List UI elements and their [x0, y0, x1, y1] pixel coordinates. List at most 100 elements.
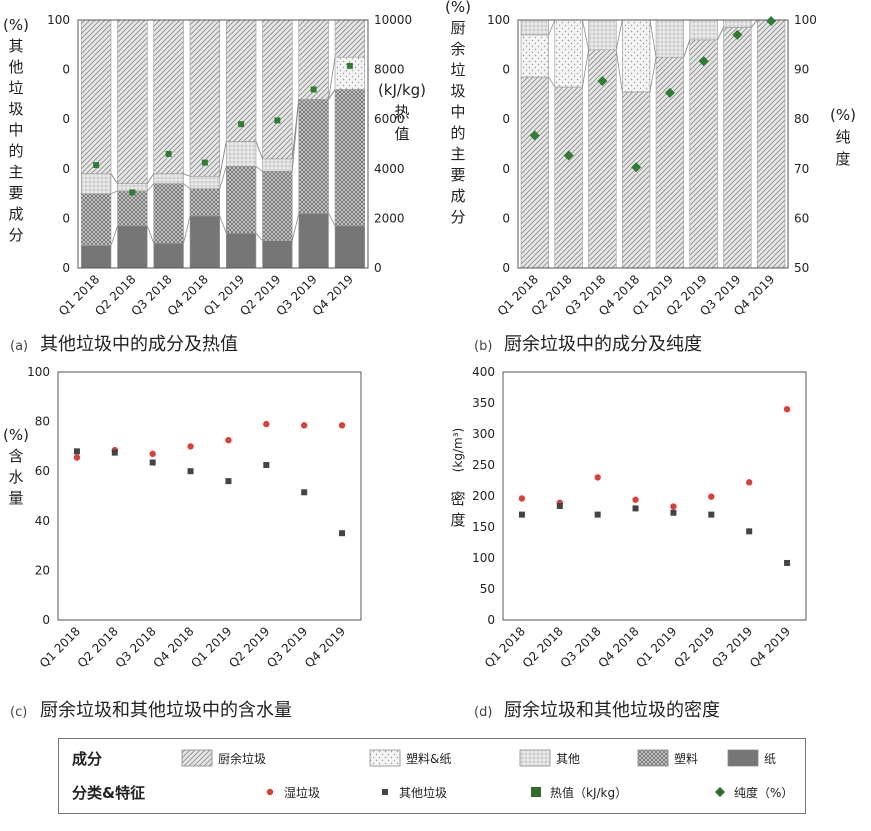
- scatter-point-d: [518, 511, 525, 518]
- bar-b-kitchen: [520, 76, 550, 269]
- y-tick-label-b: 0: [502, 211, 510, 225]
- legend-swatch-paper: [727, 749, 759, 767]
- axis-title-char-b: 圾: [450, 82, 465, 100]
- y-tick-label-a: 0: [62, 112, 70, 126]
- x-tick-label-d: Q4 2019: [747, 624, 793, 670]
- bar-b-kitchen: [588, 49, 617, 269]
- connector-line-b: [649, 57, 657, 92]
- connector-line-a: [219, 141, 227, 177]
- x-tick-label-c: Q1 2019: [188, 624, 234, 670]
- axis-title-char-b: 要: [450, 166, 465, 184]
- axis-title-char-a: 分: [8, 226, 23, 244]
- legend-swatch-plasticpaper: [369, 749, 401, 767]
- legend-marker-square: [382, 789, 388, 795]
- y2-tick-label-b: 80: [794, 112, 809, 126]
- connector-line-a: [110, 225, 118, 246]
- scatter-point-d: [708, 493, 715, 500]
- scatter-point-c: [73, 448, 80, 455]
- y2-tick-label-b: 90: [794, 63, 809, 77]
- bar-b-kitchen: [723, 27, 752, 269]
- scatter-point-d: [556, 502, 563, 509]
- legend-swatch-kitchen: [181, 749, 213, 767]
- scatter-point-c: [149, 450, 156, 458]
- axis-title-char-d: 度: [450, 511, 465, 529]
- overlay-marker-b: [698, 56, 709, 67]
- x-tick-label-d: Q1 2019: [633, 624, 679, 670]
- bar-a-kitchen: [334, 19, 366, 58]
- axis-title-char-a: 的: [8, 142, 23, 160]
- axis-title-char-b: 成: [450, 187, 465, 205]
- axis-title-char-d: 密: [450, 490, 465, 508]
- overlay-marker-b: [766, 15, 777, 26]
- axis-title-char-b: 分: [450, 208, 465, 226]
- axis-title-char-c: 水: [8, 468, 23, 486]
- bar-a-kitchen: [298, 19, 329, 100]
- bar-a-plastic: [80, 193, 112, 246]
- scatter-point-d: [670, 503, 677, 510]
- overlay-marker-b: [597, 76, 608, 87]
- bar-a-plasticpaper: [334, 56, 366, 90]
- bar-a-other: [153, 173, 184, 184]
- bar-a-plastic: [298, 99, 329, 214]
- connector-line-a: [183, 173, 191, 177]
- legend-marker-circle: [266, 788, 274, 796]
- connector-line-b: [548, 19, 556, 36]
- y-tick-label-c: 100: [27, 365, 50, 379]
- x-tick-label-d: Q4 2018: [595, 624, 641, 670]
- connector-line-a: [291, 213, 300, 241]
- axis-unit-d: (kg/m³): [451, 428, 465, 472]
- overlay-marker-a: [201, 159, 208, 166]
- bar-a-paper: [298, 213, 329, 269]
- bar-b-other: [723, 19, 752, 28]
- scatter-point-c: [339, 530, 346, 537]
- x-tick-label-d: Q2 2018: [520, 624, 566, 670]
- axis-title-char-c: (%): [3, 426, 29, 444]
- legend-swatch-other: [519, 749, 551, 767]
- legend-swatch-plastic: [637, 749, 669, 767]
- connector-line-b: [615, 19, 623, 50]
- bar-a-paper: [334, 225, 366, 269]
- y-tick-label-c: 0: [42, 613, 50, 627]
- y2-tick-label-a: 6000: [374, 112, 405, 126]
- scatter-point-c: [187, 468, 194, 475]
- scatter-point-d: [745, 479, 753, 486]
- bar-b-kitchen: [689, 39, 718, 269]
- caption-d: 厨余垃圾和其他垃圾的密度: [504, 700, 720, 721]
- bar-b-kitchen: [621, 91, 651, 269]
- y-tick-label-d: 0: [487, 613, 495, 627]
- x-tick-label-c: Q3 2018: [113, 624, 159, 670]
- scatter-point-c: [301, 489, 308, 496]
- connector-line-a: [255, 141, 263, 160]
- overlay-marker-a: [310, 86, 317, 93]
- x-tick-label-c: Q4 2018: [150, 624, 196, 670]
- bar-a-plastic: [117, 190, 148, 227]
- overlay-marker-b: [563, 150, 574, 161]
- bar-a-plastic: [225, 166, 257, 234]
- bar-a-kitchen: [117, 19, 148, 184]
- y-tick-label-a: 0: [62, 162, 70, 176]
- axis-title-char-b: (%): [830, 106, 856, 124]
- legend-feature-label-diamond: 纯度（%）: [734, 785, 793, 800]
- axis-title-char-b: 垃: [450, 61, 465, 79]
- bar-b-plasticpaper: [520, 34, 550, 78]
- legend-label-kitchen: 厨余垃圾: [218, 751, 266, 766]
- caption-b: 厨余垃圾中的成分及纯度: [504, 334, 702, 355]
- overlay-marker-a: [165, 150, 172, 157]
- scatter-point-d: [746, 528, 753, 535]
- connector-line-b: [683, 39, 691, 58]
- bar-a-paper: [225, 232, 257, 269]
- connector-line-a: [110, 190, 118, 194]
- scatter-point-c: [300, 422, 308, 429]
- y2-tick-label-b: 100: [794, 13, 817, 27]
- y-tick-label-b: 0: [502, 112, 510, 126]
- scatter-point-c: [149, 459, 156, 466]
- y-tick-label-d: 50: [480, 582, 495, 596]
- x-tick-label-d: Q2 2019: [671, 624, 717, 670]
- connector-line-a: [255, 233, 263, 241]
- bar-b-other: [689, 19, 718, 41]
- bar-a-other: [262, 158, 293, 172]
- y-tick-label-d: 150: [472, 520, 495, 534]
- scatter-point-d: [594, 474, 601, 481]
- axis-title-char-c: 含: [8, 447, 23, 465]
- scatter-point-d: [784, 559, 791, 566]
